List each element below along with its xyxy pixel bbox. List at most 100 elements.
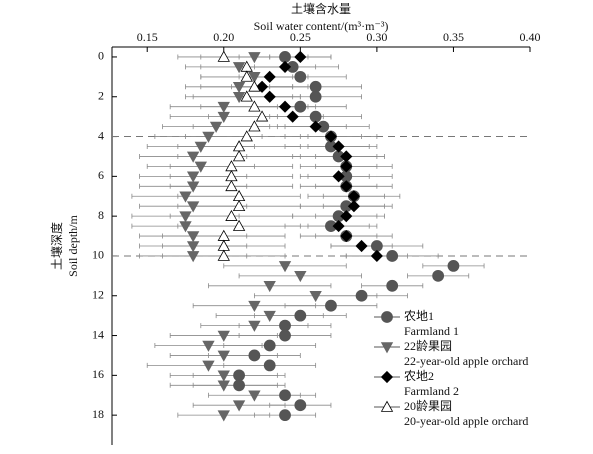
marker xyxy=(432,269,445,282)
y-tick-label: 12 xyxy=(92,288,104,302)
marker xyxy=(248,80,261,92)
legend-label-en: Farmland 1 xyxy=(404,324,459,338)
marker xyxy=(309,90,322,103)
legend-marker xyxy=(380,400,394,412)
marker xyxy=(294,309,307,322)
marker xyxy=(248,72,261,84)
marker xyxy=(263,310,276,322)
marker xyxy=(232,219,246,231)
marker xyxy=(340,180,353,193)
marker xyxy=(279,319,291,332)
marker xyxy=(263,339,276,352)
y-tick-label: 2 xyxy=(98,89,104,103)
marker xyxy=(194,161,207,173)
marker xyxy=(186,251,200,263)
x-title-cn: 土壤含水量 xyxy=(291,1,351,16)
y-tick-label: 0 xyxy=(98,49,104,63)
marker xyxy=(279,51,291,63)
y-title-cn: 土壤深度 xyxy=(49,222,64,270)
marker xyxy=(278,100,292,113)
marker xyxy=(332,140,345,153)
marker xyxy=(232,400,246,412)
y-tick-label: 14 xyxy=(92,327,104,341)
y-tick-label: 10 xyxy=(92,248,104,262)
marker xyxy=(186,181,200,193)
marker xyxy=(347,200,360,213)
marker xyxy=(294,399,307,412)
marker xyxy=(279,329,291,342)
marker xyxy=(225,160,238,172)
y-tick-label: 8 xyxy=(98,208,104,222)
x-tick-label: 0.25 xyxy=(290,30,311,44)
marker xyxy=(332,170,345,183)
marker xyxy=(202,360,215,372)
marker xyxy=(217,229,230,241)
marker xyxy=(263,280,276,293)
marker xyxy=(179,221,192,233)
marker xyxy=(217,380,230,392)
marker xyxy=(278,261,292,273)
marker xyxy=(263,90,276,103)
marker xyxy=(286,110,299,123)
marker xyxy=(294,271,307,283)
marker xyxy=(248,349,261,362)
marker xyxy=(370,249,383,263)
marker xyxy=(332,220,345,233)
marker xyxy=(309,290,322,303)
marker xyxy=(240,90,253,102)
marker xyxy=(217,410,230,422)
legend-label-en: 20-year-old apple orchard xyxy=(404,414,528,428)
marker xyxy=(217,249,230,261)
marker xyxy=(232,199,246,212)
marker xyxy=(209,121,223,133)
marker xyxy=(355,289,368,302)
marker xyxy=(232,91,246,104)
marker xyxy=(340,229,353,243)
x-tick-label: 0.20 xyxy=(213,30,234,44)
marker xyxy=(248,120,261,132)
marker xyxy=(217,101,230,114)
marker xyxy=(278,60,292,73)
marker xyxy=(248,390,261,402)
marker xyxy=(248,300,261,313)
y-title: Soil depth/m xyxy=(66,215,80,277)
marker xyxy=(233,379,245,392)
marker xyxy=(225,179,238,192)
marker xyxy=(447,259,460,272)
marker xyxy=(232,189,246,202)
legend-label-en: Farmland 2 xyxy=(404,384,459,398)
marker xyxy=(309,120,322,133)
marker xyxy=(217,370,230,382)
marker xyxy=(263,70,276,83)
marker xyxy=(370,240,383,252)
marker xyxy=(355,239,368,253)
marker xyxy=(202,131,215,143)
x-tick-label: 0.40 xyxy=(520,30,541,44)
legend-marker xyxy=(381,311,393,323)
legend-label-en: 22-year-old apple orchard xyxy=(404,354,528,368)
y-tick-label: 16 xyxy=(92,367,104,381)
marker xyxy=(325,299,337,312)
marker xyxy=(263,359,276,372)
marker xyxy=(232,62,246,74)
x-title: Soil water content/(m³·m⁻³) xyxy=(254,19,389,33)
marker xyxy=(279,409,291,422)
marker xyxy=(294,70,307,83)
legend-marker xyxy=(380,370,394,384)
legend-label: 20龄果园 xyxy=(404,399,452,413)
marker xyxy=(186,201,200,213)
marker xyxy=(294,50,307,64)
marker xyxy=(248,100,261,112)
marker xyxy=(225,209,238,221)
y-tick-label: 6 xyxy=(98,168,104,182)
x-tick-label: 0.15 xyxy=(137,30,158,44)
x-tick-label: 0.35 xyxy=(443,30,464,44)
marker xyxy=(324,130,338,143)
x-tick-label: 0.30 xyxy=(366,30,387,44)
marker xyxy=(217,50,230,62)
legend-label: 22龄果园 xyxy=(404,339,452,353)
marker xyxy=(248,320,261,332)
marker xyxy=(217,350,230,362)
marker xyxy=(232,150,246,162)
